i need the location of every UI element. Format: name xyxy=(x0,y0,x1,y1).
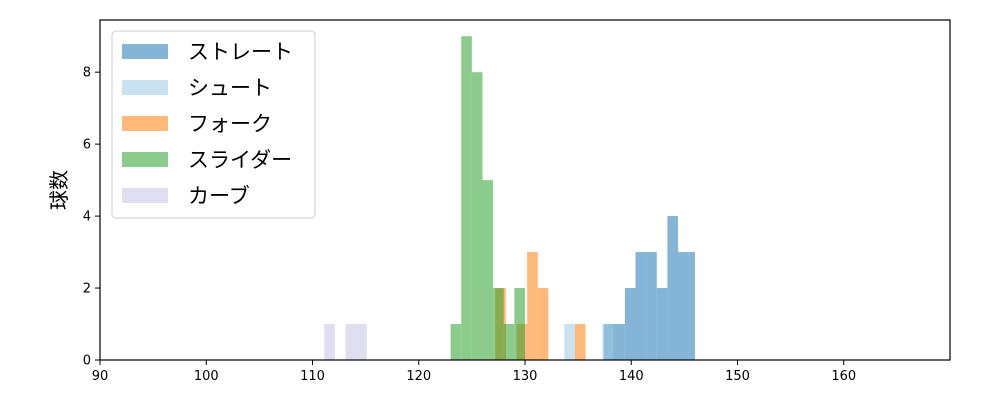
bar-0-1 xyxy=(614,324,625,360)
legend-swatch xyxy=(122,80,168,95)
bar-4-1 xyxy=(345,324,357,360)
legend-label: フォーク xyxy=(188,112,272,136)
bar-3-5 xyxy=(503,324,515,360)
legend-label: ストレート xyxy=(188,40,293,64)
legend-swatch xyxy=(122,44,168,59)
legend-swatch xyxy=(122,188,168,203)
bar-1-1 xyxy=(602,324,614,360)
bar-3-1 xyxy=(461,36,472,360)
legend-label: カーブ xyxy=(188,184,250,208)
x-axis: 90 100 110 120 130 140 150 160 xyxy=(92,360,856,384)
bar-0-2 xyxy=(624,288,636,360)
bar-0-3 xyxy=(635,252,647,360)
x-tick-label: 120 xyxy=(406,369,431,384)
bar-1-0 xyxy=(564,324,575,360)
legend-frame xyxy=(111,30,316,219)
bar-0-4 xyxy=(646,252,657,360)
x-tick-label: 100 xyxy=(194,369,219,384)
legend-label: シュート xyxy=(188,76,272,100)
bar-3-3 xyxy=(482,180,494,360)
bar-0-6 xyxy=(667,216,678,360)
bar-3-6 xyxy=(514,288,525,360)
legend-swatch xyxy=(122,116,168,131)
x-tick-label: 90 xyxy=(92,369,109,384)
legend-swatch xyxy=(122,152,168,167)
bar-2-2 xyxy=(527,252,538,360)
bar-2-4 xyxy=(574,324,586,360)
x-tick-label: 110 xyxy=(300,369,325,384)
y-tick-label: 2 xyxy=(83,282,91,297)
bar-4-0 xyxy=(324,324,335,360)
bar-0-8 xyxy=(688,252,695,360)
x-tick-label: 150 xyxy=(725,369,750,384)
y-axis: 0 2 4 6 8 xyxy=(83,66,100,369)
histogram-bars xyxy=(324,36,695,360)
y-axis-label: 球数 xyxy=(47,170,71,210)
y-tick-label: 6 xyxy=(83,138,91,153)
bar-3-4 xyxy=(493,288,504,360)
y-tick-label: 8 xyxy=(83,66,91,81)
bar-2-3 xyxy=(537,288,549,360)
y-tick-label: 4 xyxy=(83,210,91,225)
bar-3-0 xyxy=(450,324,462,360)
x-tick-label: 140 xyxy=(619,369,644,384)
x-tick-label: 160 xyxy=(831,369,856,384)
bar-3-2 xyxy=(471,72,483,360)
bar-4-2 xyxy=(356,324,367,360)
x-tick-label: 130 xyxy=(513,369,538,384)
bar-0-5 xyxy=(656,288,668,360)
y-tick-label: 0 xyxy=(83,354,91,369)
legend-label: スライダー xyxy=(188,148,292,172)
bar-0-7 xyxy=(678,252,689,360)
